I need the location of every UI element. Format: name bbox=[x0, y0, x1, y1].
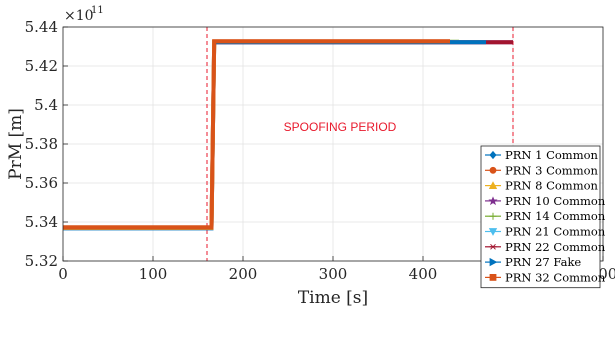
legend-box bbox=[480, 145, 601, 289]
y-axis-ticks: 5.32 5.34 5.36 5.38 5.4 5.42 5.44 bbox=[25, 18, 68, 270]
legend-label: PRN 21 Common bbox=[505, 225, 606, 239]
series-layer bbox=[63, 39, 513, 231]
y-tick-label: 5.38 bbox=[25, 135, 58, 153]
legend-entry: PRN 3 Common bbox=[485, 163, 599, 177]
legend-label: PRN 10 Common bbox=[505, 194, 606, 208]
legend-entry: PRN 10 Common bbox=[485, 194, 606, 208]
y-tick-label: 5.42 bbox=[25, 57, 58, 75]
series-line-9 bbox=[63, 39, 450, 230]
legend-label: PRN 14 Common bbox=[505, 209, 606, 223]
legend-entry: PRN 14 Common bbox=[485, 209, 606, 223]
x-tick-label: 300 bbox=[319, 265, 348, 283]
legend-marker bbox=[489, 243, 497, 250]
spoofing-annotation: SPOOFING PERIOD bbox=[284, 120, 397, 134]
legend-label: PRN 3 Common bbox=[505, 163, 599, 177]
legend-marker bbox=[489, 212, 497, 220]
legend-entry: PRN 32 Common bbox=[485, 270, 606, 284]
y-axis-label: PrM [m] bbox=[6, 108, 26, 180]
legend-marker bbox=[488, 228, 498, 236]
y-tick-label: 5.36 bbox=[25, 174, 58, 192]
legend-label: PRN 27 Fake bbox=[505, 255, 581, 269]
legend-marker bbox=[488, 196, 498, 206]
legend-label: PRN 32 Common bbox=[505, 270, 606, 284]
y-tick-label: 5.4 bbox=[34, 96, 58, 114]
x-tick-label: 0 bbox=[58, 265, 68, 283]
legend-entry: PRN 1 Common bbox=[485, 148, 599, 162]
legend-entry: PRN 22 Common bbox=[485, 240, 606, 254]
legend-marker bbox=[489, 257, 498, 267]
y-tick-label: 5.34 bbox=[25, 213, 58, 231]
x-tick-label: 200 bbox=[229, 265, 258, 283]
legend-label: PRN 1 Common bbox=[505, 148, 599, 162]
spoof-lines bbox=[206, 27, 514, 261]
legend-marker bbox=[488, 181, 498, 190]
x-tick-label: 100 bbox=[139, 265, 168, 283]
legend-marker bbox=[489, 150, 497, 160]
legend-label: PRN 8 Common bbox=[505, 179, 599, 193]
x-axis-label: Time [s] bbox=[298, 288, 368, 308]
legend-marker bbox=[489, 166, 497, 174]
y-multiplier-exponent: 11 bbox=[91, 5, 104, 16]
x-tick-label: 400 bbox=[409, 265, 438, 283]
legend-entry: PRN 27 Fake bbox=[485, 255, 581, 269]
legend-label: PRN 22 Common bbox=[505, 240, 606, 254]
y-tick-label: 5.32 bbox=[25, 252, 58, 270]
y-multiplier: ×10 bbox=[64, 8, 94, 24]
y-tick-label: 5.44 bbox=[25, 18, 58, 36]
legend-entry: PRN 8 Common bbox=[485, 179, 599, 193]
legend-entry: PRN 21 Common bbox=[485, 225, 606, 239]
legend-marker bbox=[489, 273, 497, 281]
